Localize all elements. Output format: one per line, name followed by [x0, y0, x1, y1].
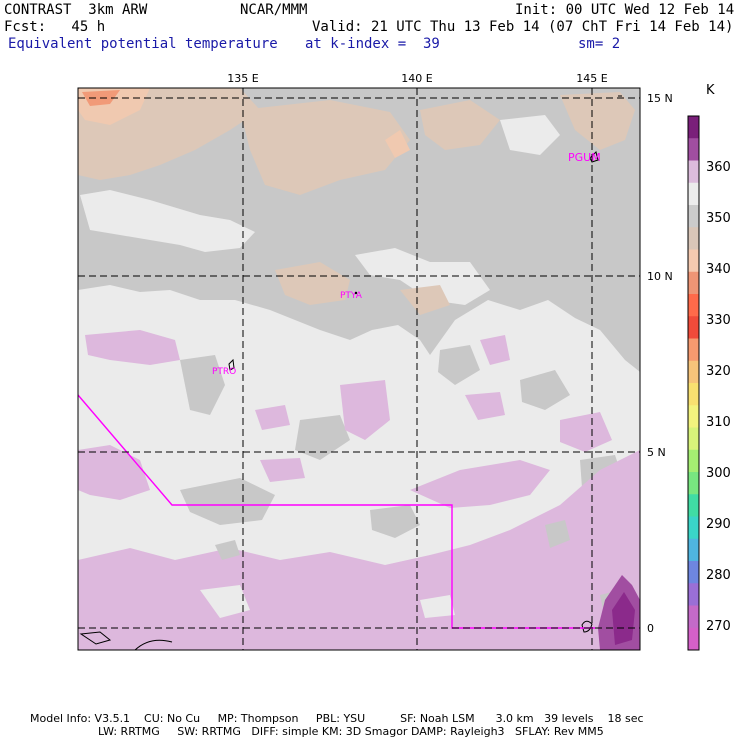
colorbar-tick-label: 310 [706, 415, 731, 430]
colorbar-tick-label: 290 [706, 517, 731, 532]
lat-label-5n: 5 N [647, 446, 666, 459]
colorbar-swatch [688, 116, 699, 139]
colorbar-tick-label: 340 [706, 262, 731, 277]
colorbar-tick-label: 320 [706, 364, 731, 379]
colorbar-tick-label: 270 [706, 619, 731, 634]
colorbar-tick-label: 350 [706, 211, 731, 226]
lat-label-0: 0 [647, 622, 654, 635]
colorbar [687, 115, 700, 651]
lat-label-10n: 10 N [647, 270, 673, 283]
colorbar-swatch [688, 249, 699, 273]
colorbar-swatch [688, 205, 699, 228]
smoothing-label: sm= 2 [578, 36, 621, 52]
colorbar-swatch [688, 494, 699, 517]
colorbar-swatch [688, 160, 699, 184]
valid-time: Valid: 21 UTC Thu 13 Feb 14 (07 ChT Fri … [312, 19, 734, 35]
lon-label-140: 140 E [401, 72, 432, 85]
colorbar-tick-label: 300 [706, 466, 731, 481]
model-title: CONTRAST 3km ARW [4, 2, 148, 18]
colorbar-swatch [688, 138, 699, 161]
lat-label-15n: 15 N [647, 92, 673, 105]
station-ptya: PTYA [340, 291, 363, 301]
colorbar-swatch [688, 338, 699, 362]
lon-label-145: 145 E [576, 72, 607, 85]
colorbar-tick-label: 280 [706, 568, 731, 583]
station-ptya-marker [354, 291, 358, 295]
field-name: Equivalent potential temperature [8, 36, 278, 52]
colorbar-tick-label: 330 [706, 313, 731, 328]
theta-e-field [78, 88, 640, 650]
institution-label: NCAR/MMM [240, 2, 308, 18]
colorbar-swatch [688, 472, 699, 495]
latlon-grid [78, 88, 640, 650]
colorbar-swatch [688, 583, 699, 606]
colorbar-tick-label: 360 [706, 160, 731, 175]
model-info-line1: Model Info: V3.5.1 CU: No Cu MP: Thompso… [30, 712, 644, 725]
colorbar-swatch [688, 561, 699, 584]
init-time: Init: 00 UTC Wed 12 Feb 14 [515, 2, 735, 18]
colorbar-swatch [688, 605, 699, 629]
colorbar-swatch [688, 227, 699, 250]
colorbar-swatch [688, 427, 699, 451]
colorbar-swatch [688, 405, 699, 428]
colorbar-unit: K [706, 83, 715, 98]
model-info-line2: LW: RRTMG SW: RRTMG DIFF: simple KM: 3D … [98, 725, 604, 738]
colorbar-swatch [688, 627, 699, 651]
colorbar-swatch [688, 316, 699, 339]
lon-label-135: 135 E [227, 72, 258, 85]
colorbar-swatch [688, 271, 699, 295]
colorbar-swatch [688, 516, 699, 540]
forecast-hour: Fcst: 45 h [4, 19, 106, 35]
station-ptro: PTRO [212, 367, 236, 377]
map-frame [77, 87, 641, 651]
station-pgum: PGUM [568, 151, 601, 164]
colorbar-swatch [688, 182, 699, 206]
colorbar-swatch [688, 449, 699, 473]
colorbar-frame [687, 115, 700, 651]
colorbar-swatch [688, 538, 699, 562]
coastlines [79, 95, 622, 651]
colorbar-swatch [688, 383, 699, 406]
colorbar-swatch [688, 294, 699, 317]
level-label: at k-index = 39 [305, 36, 440, 52]
colorbar-swatch [688, 360, 699, 384]
colorbar-labels: 360 350 340 330 320 310 300 290 280 270 [706, 160, 731, 634]
